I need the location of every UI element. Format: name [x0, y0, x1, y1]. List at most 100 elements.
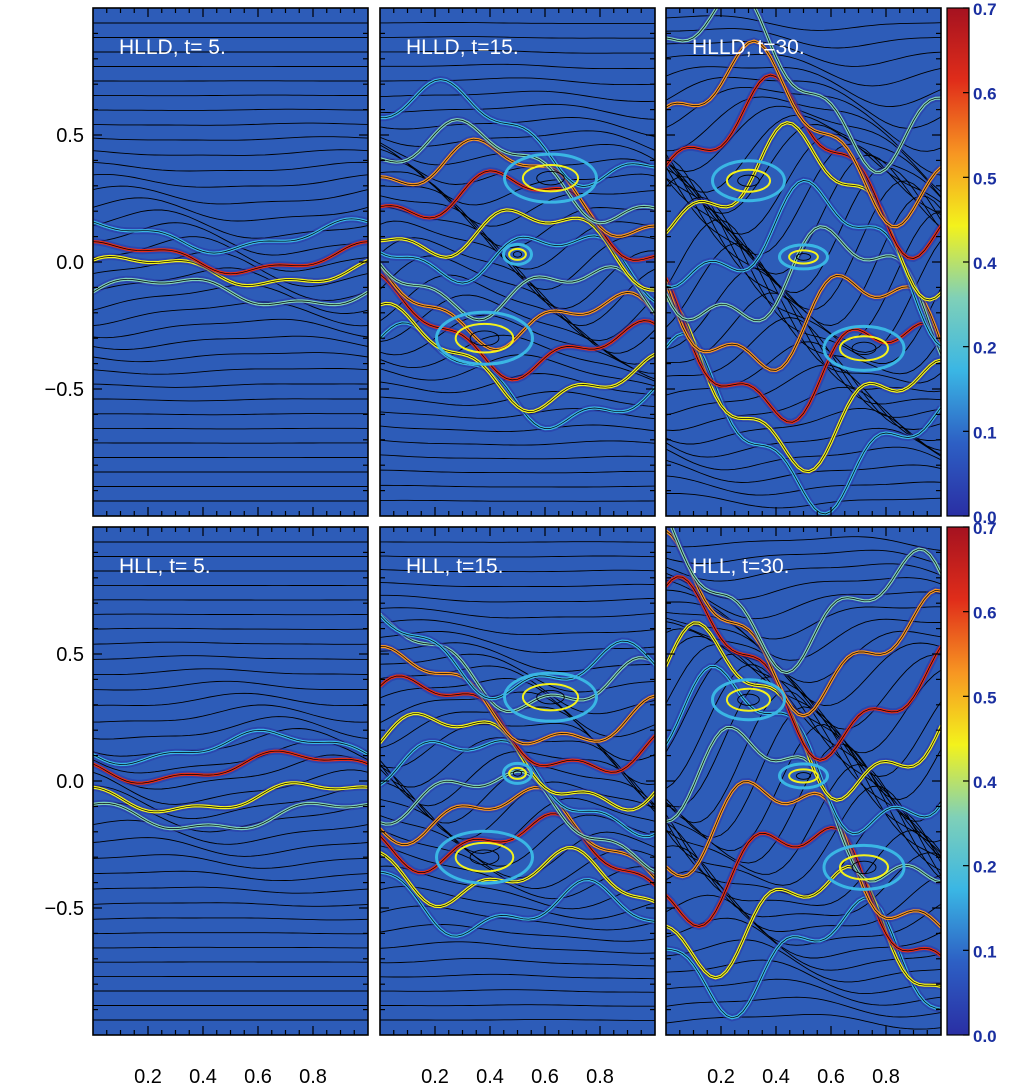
field-line: [93, 383, 368, 388]
vortex-ring: [503, 152, 598, 204]
colorbar-tick-label: 0.7: [973, 519, 997, 538]
vortex-ring: [778, 243, 829, 271]
field-line: [666, 1013, 941, 1030]
current-sheet-line: [380, 79, 655, 187]
vortex-core: [725, 168, 772, 193]
field-line: [380, 144, 655, 185]
vortex-ring: [711, 678, 786, 722]
current-sheet-line: [666, 866, 941, 987]
vortex-core: [454, 322, 515, 354]
panel-label: HLLD, t= 5.: [119, 36, 226, 59]
field-line: [666, 386, 941, 451]
current-sheet-line: [671, 527, 941, 673]
field-line: [380, 1019, 655, 1021]
field-line: [666, 364, 941, 441]
panel-label: HLL, t=30.: [692, 555, 789, 578]
field-line: [380, 454, 655, 460]
current-sheet-line: [380, 170, 655, 261]
vortex-field-line: [737, 174, 760, 187]
field-line: [380, 555, 655, 558]
field-line: [380, 294, 655, 374]
x-tick-label: 0.6: [244, 1066, 272, 1088]
field-line: [93, 251, 368, 287]
field-line: [93, 94, 368, 97]
colorbar-tick-label: 0.0: [973, 508, 997, 527]
field-line: [666, 644, 941, 800]
field-line: [380, 390, 655, 408]
vortex-core: [788, 249, 819, 265]
field-line: [93, 627, 368, 630]
y-tick-label: 0.0: [56, 252, 84, 274]
current-sheet-line: [380, 274, 655, 381]
colorbar-tick-label: 0.2: [973, 339, 997, 358]
current-sheet-line: [666, 781, 941, 928]
panel-label: HLL, t= 5.: [119, 555, 211, 578]
field-line: [666, 536, 941, 551]
colorbar-tick-label: 0.1: [973, 942, 997, 961]
field-line: [380, 499, 655, 502]
colorbar-tick-label: 0.4: [973, 254, 997, 273]
field-line: [93, 161, 368, 172]
vortex-field-line: [795, 772, 812, 780]
field-line: [666, 166, 941, 311]
field-line: [93, 185, 368, 205]
vortex-field-line: [795, 253, 812, 261]
current-sheet-line: [380, 303, 655, 412]
field-line: [380, 1004, 655, 1007]
colorbar-tick-label: 0.6: [973, 604, 997, 623]
vortex-ring: [502, 242, 533, 266]
y-tick-label: 0.5: [56, 644, 84, 666]
field-line: [380, 569, 655, 573]
colorbar-tick-label: 0.0: [973, 1027, 997, 1046]
current-sheet-line: [380, 813, 655, 886]
vortex-ring: [822, 324, 906, 372]
vortex-ring: [435, 310, 534, 366]
field-line: [380, 354, 655, 387]
field-line: [380, 103, 655, 120]
field-line: [93, 173, 368, 188]
colorbar-tick-label: 0.7: [973, 0, 997, 19]
panel-hlld-t30: HLLD, t=30.: [666, 8, 941, 516]
panel-hlld-t5: HLLD, t= 5.: [93, 8, 368, 516]
field-line: [666, 492, 941, 509]
field-line: [380, 541, 655, 543]
field-line: [666, 978, 941, 1006]
current-sheet-line: [666, 727, 941, 883]
field-line: [93, 917, 368, 921]
field-line: [666, 579, 941, 620]
vortex-ring: [822, 843, 906, 891]
current-sheet-line: [666, 40, 941, 228]
field-line: [380, 923, 655, 942]
colorbar-tick-label: 0.5: [973, 688, 997, 707]
x-tick-label: 0.2: [421, 1066, 449, 1088]
vortex-core: [508, 766, 527, 780]
field-line: [666, 166, 941, 293]
field-line: [666, 939, 941, 983]
field-line: [380, 989, 655, 993]
field-line: [666, 563, 941, 582]
current-sheet-line: [93, 256, 368, 286]
field-line: [380, 469, 655, 474]
field-line: [380, 941, 655, 954]
vortex-ring: [778, 762, 829, 790]
field-line: [666, 133, 941, 235]
field-line: [380, 63, 655, 70]
field-line: [93, 413, 368, 416]
panel-hll-t15: HLL, t=15.: [380, 527, 655, 1035]
field-line: [380, 90, 655, 102]
vortex-field-line: [851, 341, 877, 355]
field-line: [666, 959, 941, 995]
field-line: [93, 754, 368, 790]
colorbar-tick-label: 0.5: [973, 169, 997, 188]
vortex-field-line: [536, 690, 565, 705]
current-sheet-line: [93, 782, 368, 813]
field-line: [380, 22, 655, 24]
field-line: [380, 77, 655, 86]
field-line: [93, 886, 368, 894]
field-line: [93, 318, 368, 339]
x-tick-label: 0.4: [476, 1066, 504, 1088]
vortex-field-line: [536, 171, 565, 186]
field-line: [666, 785, 941, 886]
colorbars-layer: 0.00.10.20.40.50.60.70.00.10.20.40.50.60…: [946, 0, 997, 1046]
field-line: [380, 665, 655, 715]
